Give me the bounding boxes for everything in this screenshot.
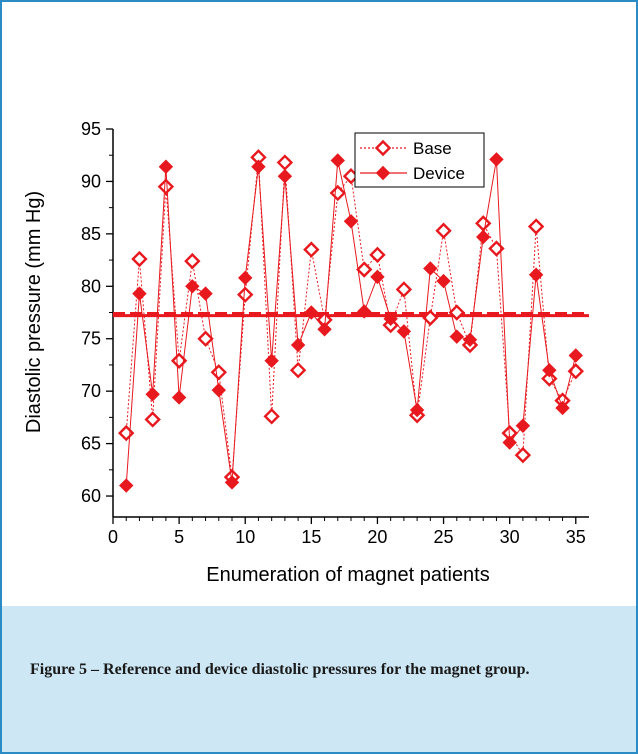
y-tick-label: 90: [81, 171, 101, 191]
data-point-device: [264, 353, 279, 368]
data-point-device: [528, 267, 544, 282]
y-tick-label: 70: [81, 381, 101, 401]
data-point-base: [144, 411, 161, 428]
y-tick-label: 65: [81, 434, 101, 454]
data-point-device: [409, 402, 425, 418]
data-point-device: [171, 390, 187, 405]
data-point-device: [357, 304, 372, 319]
legend-box: [354, 132, 485, 188]
data-point-device: [145, 387, 160, 402]
data-point-base: [184, 252, 201, 270]
data-point-base: [541, 370, 558, 387]
data-point-device: [436, 273, 451, 289]
data-point-base: [303, 241, 320, 258]
y-axis-label: Diastolic pressure (mm Hg): [23, 191, 45, 433]
x-axis-label: Enumeration of magnet patients: [206, 564, 490, 586]
data-point-base: [475, 215, 492, 232]
data-point-device: [185, 279, 200, 294]
data-point-device: [211, 382, 226, 398]
diastolic-chart: 0 5 10 15 20 25 30 35 60 65 70 75 80 85 90 95 Base Devic…: [23, 119, 589, 586]
data-point-base: [369, 246, 386, 264]
data-point-base: [118, 424, 135, 442]
y-tick-label: 60: [81, 486, 101, 506]
legend-label-device: Device: [413, 164, 465, 183]
data-point-device: [568, 348, 583, 363]
data-point-device: [238, 270, 253, 286]
data-point-device: [396, 324, 412, 339]
x-tick-label: 15: [301, 527, 321, 547]
x-tick-label: 5: [174, 527, 184, 547]
figure-caption: Figure 5 – Reference and device diastoli…: [30, 661, 530, 678]
data-point-device: [449, 329, 464, 344]
legend-marker-base: [374, 139, 392, 157]
data-point-base: [197, 330, 214, 347]
data-point-device: [370, 269, 385, 285]
data-point-base: [157, 178, 175, 195]
data-point-device: [476, 229, 491, 245]
data-point-base: [210, 364, 227, 381]
data-point-base: [527, 218, 545, 235]
axes: 0 5 10 15 20 25 30 35 60 65 70 75 80 85 90 95: [81, 119, 589, 547]
data-point-device: [343, 214, 359, 229]
data-point-device: [198, 286, 213, 301]
data-point-device: [462, 332, 478, 347]
data-point-device: [317, 322, 332, 337]
mean-lines: [113, 312, 589, 318]
data-point-base: [448, 304, 465, 321]
data-point-base: [289, 361, 307, 379]
legend-marker-device: [375, 165, 391, 181]
series-layer: [118, 149, 584, 493]
data-point-device: [290, 337, 306, 353]
data-point-device: [330, 153, 345, 168]
data-point-device: [132, 286, 147, 301]
y-tick-label: 85: [81, 224, 101, 244]
data-point-device: [542, 362, 557, 378]
y-tick-label: 80: [81, 276, 101, 296]
data-point-device: [304, 305, 319, 320]
data-point-base: [435, 222, 452, 239]
x-tick-label: 25: [434, 527, 454, 547]
y-tick-label: 95: [81, 119, 101, 139]
data-point-base: [237, 286, 254, 303]
data-point-device: [119, 478, 134, 493]
legend-label-base: Base: [413, 139, 452, 158]
y-tick-label: 75: [81, 329, 101, 349]
data-point-device: [224, 475, 240, 490]
data-point-base: [395, 281, 413, 298]
data-point-device: [383, 311, 398, 327]
data-point-device: [277, 168, 293, 184]
data-point-device: [515, 418, 531, 433]
plot-area: 0 5 10 15 20 25 30 35 60 65 70 75 80 85 90 95 Base Devic…: [2, 2, 636, 606]
data-point-base: [514, 446, 532, 464]
data-point-device: [489, 152, 504, 167]
x-tick-label: 10: [235, 527, 255, 547]
data-point-base: [131, 250, 148, 268]
legend: Base Device: [354, 132, 485, 188]
caption-box: Figure 5 – Reference and device diastoli…: [2, 606, 636, 752]
data-point-device: [423, 261, 438, 276]
data-point-base: [276, 154, 294, 171]
x-tick-label: 20: [367, 527, 387, 547]
data-point-device: [555, 400, 570, 416]
data-point-base: [263, 408, 280, 425]
data-point-device: [158, 159, 174, 174]
x-tick-label: 30: [500, 527, 520, 547]
data-point-device: [502, 435, 517, 450]
data-point-base: [567, 363, 584, 380]
data-point-base: [356, 261, 373, 278]
series-device: [119, 152, 583, 493]
x-tick-label: 35: [566, 527, 586, 547]
x-tick-label: 0: [108, 527, 118, 547]
data-point-base: [329, 184, 346, 202]
data-point-device: [251, 159, 266, 174]
